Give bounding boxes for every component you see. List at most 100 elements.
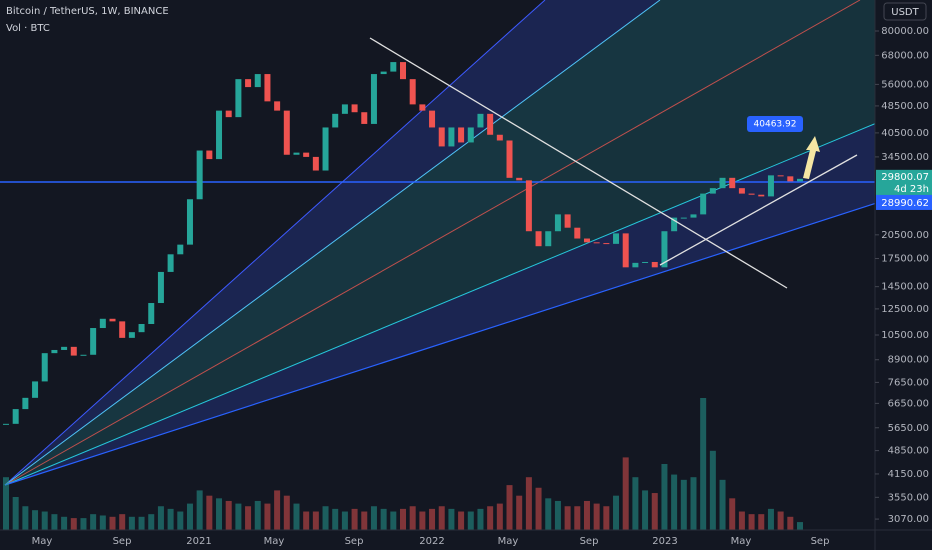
candle [312, 156, 319, 171]
price-tick-label: 20500.00 [881, 230, 929, 241]
candle [738, 188, 745, 194]
price-tick-label: 4150.00 [888, 469, 929, 480]
price-tick-label: 3550.00 [888, 492, 929, 503]
candle [564, 214, 571, 228]
volume-bar [370, 506, 377, 530]
volume-bar [206, 495, 213, 530]
volume-bar [390, 511, 397, 530]
candle [603, 243, 610, 245]
volume-bar [487, 506, 494, 530]
volume-bar [458, 511, 465, 530]
candle [690, 214, 697, 218]
candle [545, 231, 552, 247]
arrow [803, 136, 820, 179]
candle [332, 113, 339, 128]
line-price: 28990.62 [881, 198, 929, 209]
volume-bar [777, 511, 784, 530]
price-tick-label: 56000.00 [881, 79, 929, 90]
currency-button[interactable] [883, 2, 927, 21]
fan-zone [5, 0, 875, 485]
candle [525, 180, 532, 232]
candle [467, 127, 474, 143]
volume-bar [312, 511, 319, 530]
volume-bar [797, 522, 803, 530]
candle [400, 62, 406, 80]
candle [293, 152, 300, 155]
fan-line [4, 123, 875, 486]
volume-bar [719, 479, 726, 530]
candle [361, 112, 368, 124]
candle [109, 318, 116, 322]
volume-bar [177, 511, 184, 530]
candle [70, 346, 77, 356]
price-tick-label: 80000.00 [881, 26, 929, 37]
candle [370, 74, 377, 124]
candle [574, 227, 581, 239]
candle [797, 178, 803, 182]
candle [506, 140, 513, 178]
candle [554, 214, 561, 232]
candle [593, 242, 600, 244]
candle [477, 113, 484, 128]
volume-bar [138, 516, 145, 530]
candle [99, 318, 106, 329]
symbol-title: Bitcoin / TetherUS, 1W, BINANCE [6, 6, 169, 17]
target-box [747, 116, 803, 133]
candle [274, 101, 281, 111]
time-label: 2022 [419, 536, 444, 547]
volume-bar [758, 514, 765, 530]
volume-bar [99, 515, 106, 530]
volume-bar [409, 506, 416, 530]
volume-bar [535, 487, 542, 530]
volume-bar [680, 479, 687, 530]
volume-layer [3, 398, 803, 530]
candle [264, 74, 271, 102]
candle [196, 150, 203, 200]
candle [380, 71, 387, 75]
price-axis: 80000.00 68000.00 56000.00 48500.00 40500.00… [875, 26, 932, 525]
candle [700, 193, 707, 215]
line-price-box [876, 194, 932, 210]
volume-bar [216, 498, 223, 530]
candle [516, 177, 523, 181]
volume-bar [787, 516, 794, 530]
price-tick-label: 5650.00 [888, 423, 929, 434]
price-tick-label: 40500.00 [881, 128, 929, 139]
candle [303, 152, 310, 157]
target-label: 40463.92 [754, 120, 797, 130]
volume-bar [400, 508, 406, 530]
candle [225, 110, 232, 118]
price-tick-label: 68000.00 [881, 50, 929, 61]
candle [138, 323, 145, 333]
volume-bar [545, 498, 552, 530]
volume-bar [128, 516, 135, 530]
price-tick-label: 8900.00 [888, 355, 929, 366]
volume-bar [622, 457, 629, 530]
volume-bar [496, 503, 503, 530]
candle [632, 262, 639, 268]
volume-bar [477, 508, 484, 530]
volume-bar [448, 508, 455, 530]
candle [12, 409, 19, 424]
candle [767, 175, 774, 197]
candle [390, 62, 397, 72]
drawings [0, 0, 875, 486]
volume-bar [80, 518, 87, 530]
candle [535, 231, 542, 247]
currency-label[interactable]: USDT [891, 7, 919, 18]
time-label: May [32, 536, 53, 547]
candle [777, 175, 784, 177]
candle [245, 79, 252, 88]
time-label: 2023 [652, 536, 677, 547]
price-tick-label: 7650.00 [888, 377, 929, 388]
volume-bar [157, 506, 164, 530]
candle [177, 244, 184, 255]
volume-bar [32, 510, 39, 530]
volume-bar [661, 464, 668, 530]
candle [748, 193, 755, 195]
candle [642, 261, 649, 263]
volume-bar [225, 500, 232, 530]
